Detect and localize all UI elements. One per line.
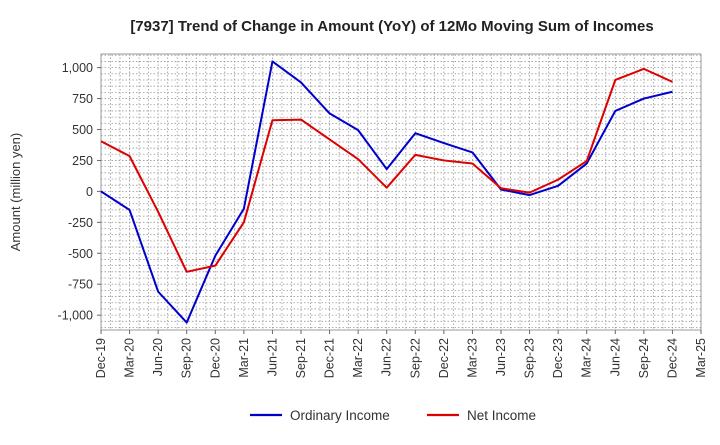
y-tick-label: -750 [68, 278, 93, 292]
y-tick-label: -250 [68, 216, 93, 230]
series-lines [100, 60, 673, 324]
x-tick-label: Jun-24 [608, 338, 622, 376]
legend: Ordinary Income Net Income [250, 408, 536, 423]
series-line [100, 67, 673, 273]
x-tick-label: Jun-23 [494, 338, 508, 376]
x-tick-label: Mar-25 [694, 338, 708, 378]
y-tick-label: 500 [72, 123, 93, 137]
x-tick-label: Dec-21 [323, 338, 337, 378]
y-axis-label: Amount (million yen) [8, 133, 23, 252]
x-tick-label: Jun-21 [265, 338, 279, 376]
chart-title: [7937] Trend of Change in Amount (YoY) o… [130, 18, 653, 35]
x-tick-label: Jun-20 [151, 338, 165, 376]
y-tick-label: -1,000 [58, 309, 93, 323]
legend-label: Ordinary Income [290, 408, 390, 423]
x-tick-label: Mar-20 [123, 338, 137, 378]
y-tick-label: -500 [68, 247, 93, 261]
plot-area [100, 53, 702, 331]
x-tick-label: Dec-19 [94, 338, 108, 378]
legend-label: Net Income [467, 408, 536, 423]
y-tick-label: 250 [72, 154, 93, 168]
x-tick-label: Dec-20 [208, 338, 222, 378]
x-tick-label: Sep-24 [637, 338, 651, 378]
x-tick-label: Sep-20 [180, 338, 194, 378]
x-tick-label: Mar-23 [465, 338, 479, 378]
y-tick-label: 0 [86, 185, 93, 199]
x-tick-label: Dec-23 [551, 338, 565, 378]
grid-lines [100, 53, 702, 331]
x-tick-label: Sep-22 [408, 338, 422, 378]
x-tick-label: Mar-21 [237, 338, 251, 378]
x-tick-label: Sep-23 [523, 338, 537, 378]
y-tick-label: 1,000 [62, 61, 93, 75]
x-tick-label: Dec-24 [665, 338, 679, 378]
x-tick-label: Mar-22 [351, 338, 365, 378]
axes: 1,000 750 500 250 0 -250 -500 -750 -1,000 Dec-19 M… [58, 61, 708, 378]
x-tick-label: Mar-24 [580, 338, 594, 378]
y-tick-label: 750 [72, 92, 93, 106]
series-line [100, 60, 673, 324]
x-tick-label: Dec-22 [437, 338, 451, 378]
x-tick-label: Sep-21 [294, 338, 308, 378]
x-tick-label: Jun-22 [380, 338, 394, 376]
